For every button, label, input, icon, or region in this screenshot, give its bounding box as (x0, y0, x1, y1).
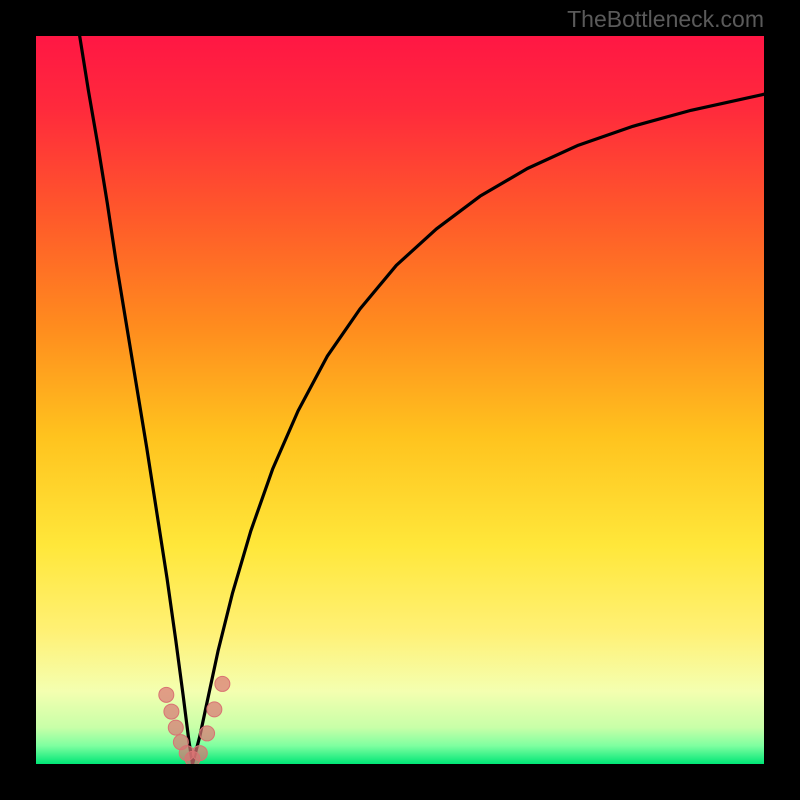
bottleneck-chart (36, 36, 764, 764)
min-marker (164, 704, 179, 719)
min-marker (159, 687, 174, 702)
watermark-label: TheBottleneck.com (567, 6, 764, 33)
min-marker (200, 726, 215, 741)
min-marker (207, 702, 222, 717)
chart-container: TheBottleneck.com (0, 0, 800, 800)
min-marker (192, 746, 207, 761)
min-marker (215, 676, 230, 691)
min-marker (168, 720, 183, 735)
